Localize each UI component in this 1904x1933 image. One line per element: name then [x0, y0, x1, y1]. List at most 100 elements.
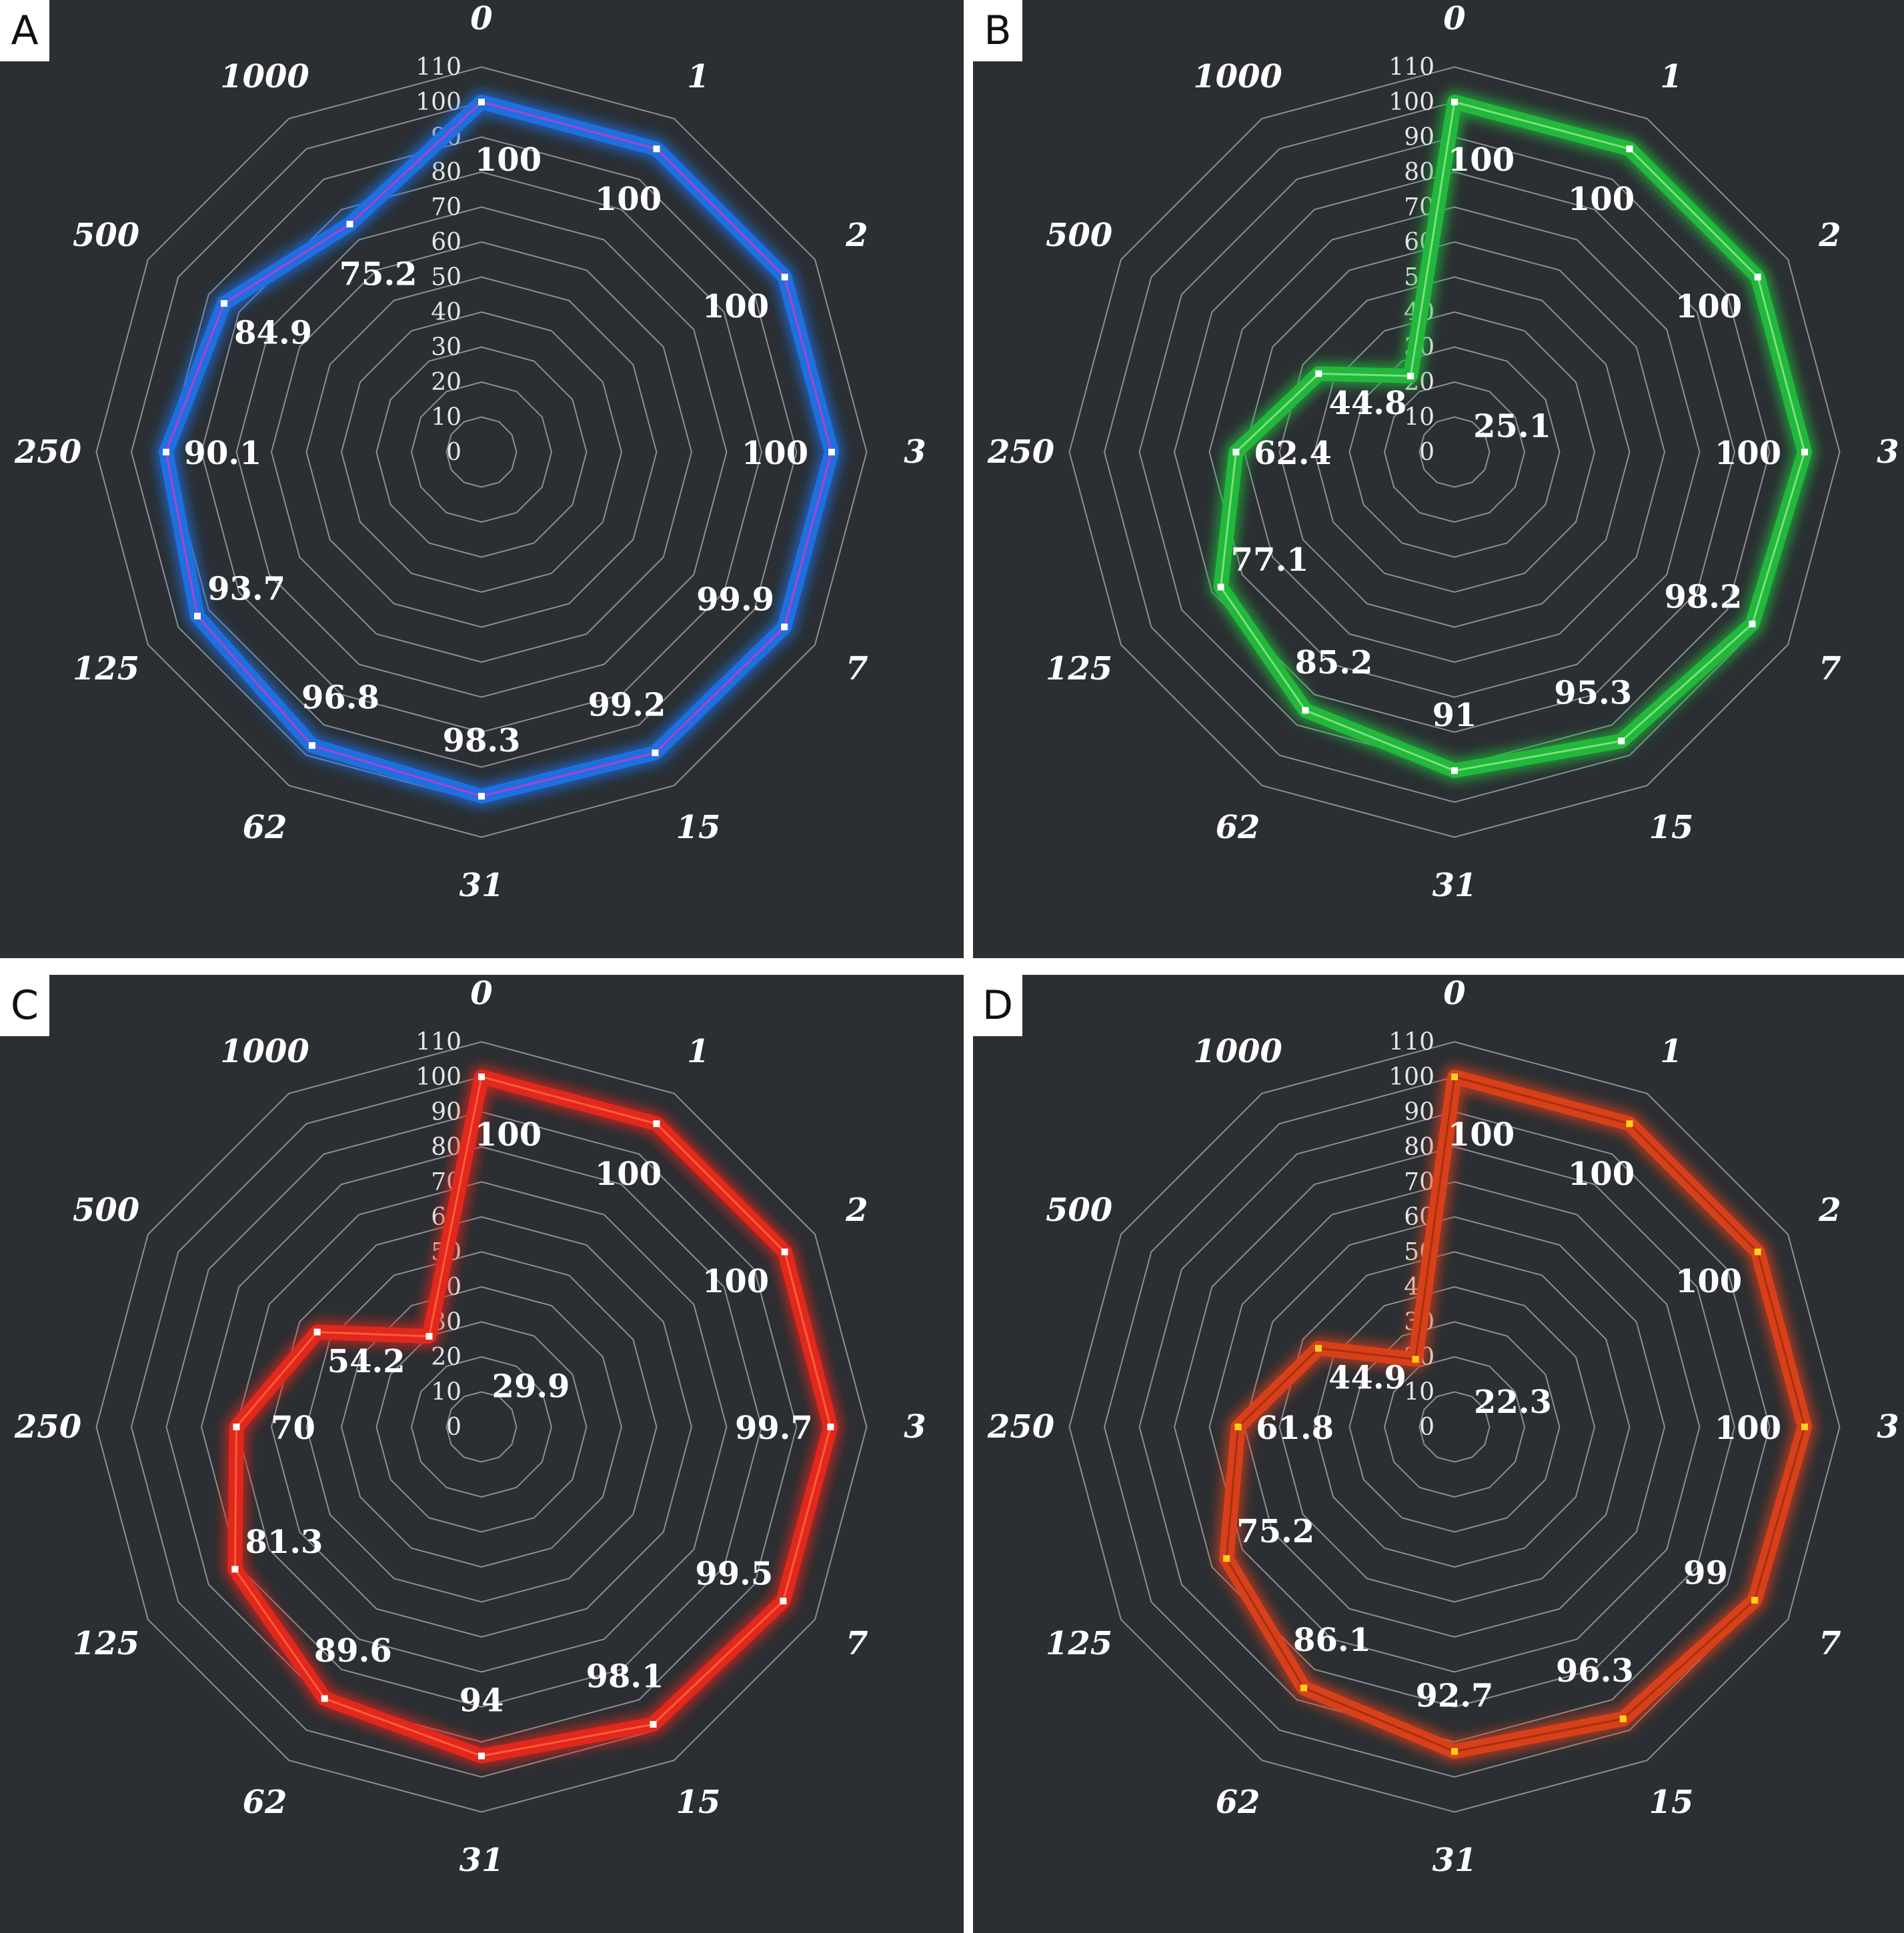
data-label: 62.4: [1254, 435, 1332, 472]
data-point: [1412, 1356, 1419, 1363]
grid-ring: [375, 1321, 588, 1533]
ring-tick-label: 70: [431, 194, 461, 221]
data-label: 100: [702, 288, 769, 325]
data-label: 44.9: [1328, 1360, 1406, 1397]
category-label: 7: [1819, 1625, 1841, 1662]
ring-tick-label: 100: [415, 89, 461, 116]
category-label: 15: [1649, 809, 1694, 846]
data-point: [1451, 767, 1458, 774]
data-label: 100: [1715, 1410, 1781, 1447]
ring-tick-label: 90: [1404, 1099, 1435, 1126]
ring-tick-label: 100: [1388, 89, 1435, 116]
grid-ring: [445, 416, 518, 488]
data-point: [1618, 737, 1625, 745]
grid-ring: [235, 206, 728, 698]
category-label: 2: [845, 1192, 868, 1229]
grid-ring: [1208, 1181, 1701, 1673]
data-point: [321, 1695, 328, 1702]
ring-tick-label: 100: [1388, 1064, 1435, 1091]
category-label: 0: [1443, 975, 1465, 1012]
ring-tick-label: 100: [415, 1064, 461, 1091]
data-point: [1754, 273, 1761, 281]
category-label: 0: [470, 0, 492, 37]
category-label: 3: [904, 1408, 926, 1446]
data-label: 100: [475, 141, 542, 179]
data-point: [653, 1120, 660, 1128]
grid-ring: [1418, 416, 1491, 488]
data-point: [1314, 1345, 1322, 1352]
data-point: [1302, 707, 1309, 714]
category-label: 250: [987, 1408, 1054, 1446]
data-label: 29.9: [492, 1368, 570, 1406]
data-point: [1223, 1555, 1230, 1562]
data-point: [163, 449, 169, 455]
radar-chart-a: 0102030405060708090100110012371531621252…: [14, 0, 926, 904]
category-label: 31: [1433, 1842, 1477, 1879]
data-label: 54.2: [327, 1343, 405, 1380]
grid-ring: [1348, 346, 1561, 558]
ring-tick-label: 20: [431, 369, 461, 396]
data-point: [1300, 1684, 1307, 1692]
category-label: 3: [1877, 1408, 1899, 1446]
category-label: 15: [676, 1784, 721, 1821]
radar-chart-b: 0102030405060708090100110012371531621252…: [987, 0, 1899, 904]
radar-panel-c: 0 10 20 30 40 50 60 70 80 90 100 110 0 1 2 3 7 15 31 62 125 2…: [0, 975, 964, 1933]
data-point: [1751, 1596, 1759, 1604]
grid-ring: [1313, 311, 1596, 593]
category-label: 250: [14, 433, 81, 471]
grid-ring: [1173, 1146, 1736, 1708]
ring-tick-label: 0: [1419, 1414, 1435, 1441]
ring-tick-label: 110: [415, 54, 461, 81]
data-label: 61.8: [1256, 1410, 1334, 1447]
ring-tick-label: 110: [415, 1029, 461, 1056]
data-label: 99.7: [735, 1410, 813, 1447]
grid-ring: [1383, 381, 1526, 523]
data-label: 100: [742, 435, 808, 472]
category-label: 7: [846, 1625, 868, 1662]
grid-ring: [1068, 66, 1841, 838]
category-label: 0: [470, 975, 492, 1012]
data-point: [652, 749, 659, 756]
data-label: 89.6: [314, 1632, 392, 1670]
data-point: [221, 300, 227, 307]
ring-tick-label: 80: [1404, 159, 1435, 186]
grid-ring: [270, 241, 693, 663]
data-point: [1619, 1715, 1627, 1722]
ring-tick-label: 80: [1404, 1134, 1435, 1161]
grid-ring: [1243, 241, 1666, 663]
ring-tick-label: 10: [1404, 404, 1435, 431]
category-label: 125: [1046, 1625, 1112, 1662]
data-point: [653, 145, 660, 153]
grid-ring: [200, 1146, 763, 1708]
grid-ring: [340, 311, 623, 593]
grid-ring: [1418, 1391, 1491, 1463]
category-label: 125: [1046, 650, 1112, 687]
grid-ring: [270, 1216, 693, 1638]
data-point: [1451, 1074, 1458, 1080]
ring-tick-label: 10: [431, 404, 461, 431]
panel-letter-b: B: [973, 0, 1022, 61]
category-label: 1000: [1193, 58, 1282, 95]
ring-tick-label: 110: [1388, 54, 1435, 81]
data-label: 93.7: [207, 571, 285, 608]
category-label: 2: [1818, 217, 1841, 254]
data-label: 100: [1568, 181, 1635, 218]
ring-tick-label: 80: [431, 159, 461, 186]
data-label: 100: [1675, 288, 1742, 325]
category-label: 31: [1433, 867, 1477, 904]
category-label: 1: [687, 58, 709, 95]
data-label: 85.2: [1294, 644, 1372, 681]
grid-ring: [1068, 1041, 1841, 1813]
data-point: [781, 1248, 788, 1256]
grid-ring: [410, 381, 553, 523]
category-label: 31: [459, 867, 504, 904]
data-label: 70: [271, 1410, 315, 1447]
data-point: [425, 1333, 433, 1340]
category-label: 1000: [1193, 1033, 1282, 1070]
ring-tick-label: 30: [431, 334, 461, 361]
data-point: [650, 1721, 657, 1728]
panel-letter-c: C: [0, 975, 49, 1036]
category-label: 250: [14, 1408, 81, 1446]
data-point: [781, 273, 788, 281]
data-point: [1801, 1424, 1808, 1430]
